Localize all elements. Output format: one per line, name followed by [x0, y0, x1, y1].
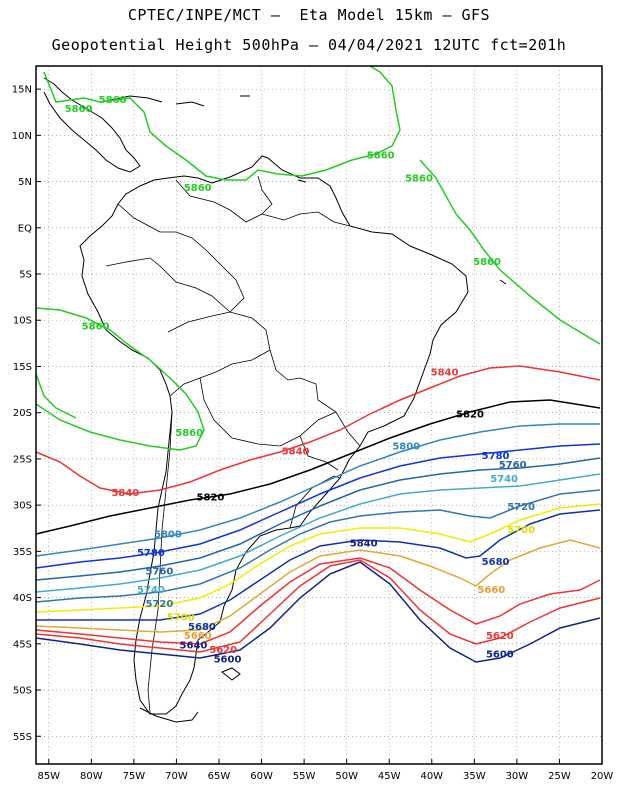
contour-label-5840: 5840: [282, 446, 310, 457]
contour-label-5860: 5860: [184, 183, 212, 194]
lat-tick-label: 55S: [13, 732, 32, 743]
lon-tick-label: 50W: [335, 771, 358, 782]
contour-5760: [35, 457, 601, 581]
lat-tick-label: 10N: [12, 131, 32, 142]
contour-5700: [35, 503, 601, 613]
lon-tick-label: 75W: [123, 771, 146, 782]
lon-tick-label: 40W: [420, 771, 443, 782]
longitude-ticks: 85W 80W 75W 70W 65W 60W 55W 50W 45W 40W 35W 30W 25W 2…: [37, 759, 613, 782]
map-title-line2: Geopotential Height 500hPa – 04/04/2021 …: [51, 36, 567, 54]
contour-label-5660: 5660: [477, 585, 505, 596]
lon-tick-label: 30W: [506, 771, 529, 782]
contour-label-5740: 5740: [490, 474, 518, 485]
lat-tick-label: EQ: [18, 223, 32, 234]
latitude-ticks: 15N 10N 5N EQ 5S 10S 15S 20S 25S 30S 35S 40S 45S 50S 5…: [12, 85, 41, 743]
country-borders: [105, 175, 361, 713]
contour-labels: 5860 5860 5860 5860 5860 5860 5860 5860 5840 5840…: [65, 95, 535, 665]
contour-5660: [35, 539, 601, 633]
lon-tick-label: 80W: [80, 771, 103, 782]
lon-tick-label: 20W: [591, 771, 614, 782]
contour-5840: [35, 365, 601, 495]
lon-tick-label: 35W: [463, 771, 486, 782]
caribbean-islands: [109, 95, 507, 285]
lat-tick-label: 30S: [13, 501, 32, 512]
contour-5720: [35, 489, 601, 603]
lat-lon-grid: [36, 66, 603, 764]
contour-label-5860: 5860: [99, 95, 127, 106]
contour-label-5860: 5860: [175, 428, 203, 439]
lat-tick-label: 50S: [13, 686, 32, 697]
contour-5860-north: [43, 65, 401, 181]
contour-label-5700: 5700: [507, 525, 535, 536]
contour-label-5840: 5840: [111, 488, 139, 499]
lon-tick-label: 55W: [293, 771, 316, 782]
coastline: [43, 77, 507, 723]
contour-label-5680: 5680: [188, 622, 216, 633]
lat-tick-label: 5N: [18, 177, 32, 188]
contour-5620: [35, 559, 601, 653]
contour-label-5820: 5820: [197, 493, 225, 504]
lat-tick-label: 5S: [19, 270, 32, 281]
tierra-del-fuego: [139, 707, 199, 723]
contour-label-5620: 5620: [486, 631, 514, 642]
contour-label-5860: 5860: [82, 321, 110, 332]
lat-tick-label: 10S: [13, 316, 32, 327]
contour-label-5620: 5620: [209, 645, 237, 656]
contour-5820: [35, 399, 601, 535]
contour-label-5800: 5800: [392, 442, 420, 453]
contour-label-5600: 5600: [214, 654, 242, 665]
south-america-coast: [79, 155, 469, 715]
lat-tick-label: 15N: [12, 85, 32, 96]
contour-label-5860: 5860: [473, 257, 501, 268]
lat-tick-label: 25S: [13, 454, 32, 465]
lat-tick-label: 35S: [13, 547, 32, 558]
map-title-line1: CPTEC/INPE/MCT – Eta Model 15km – GFS: [127, 6, 491, 24]
contour-label-5760: 5760: [499, 460, 527, 471]
contour-label-5720: 5720: [145, 599, 173, 610]
contour-label-5860: 5860: [367, 150, 395, 161]
contour-label-5860: 5860: [405, 174, 433, 185]
height-contours: [35, 65, 601, 663]
contour-5600: [35, 561, 601, 663]
central-america-coast: [43, 77, 141, 173]
lon-tick-label: 45W: [378, 771, 401, 782]
lat-tick-label: 20S: [13, 408, 32, 419]
contour-label-5800: 5800: [154, 529, 182, 540]
lon-tick-label: 85W: [37, 771, 60, 782]
contour-label-5660: 5660: [184, 631, 212, 642]
contour-label-5640: 5640: [180, 640, 208, 651]
contour-5680: [36, 509, 601, 621]
lat-tick-label: 45S: [13, 639, 32, 650]
contour-label-5720: 5720: [507, 502, 535, 513]
contour-5860-west: [35, 373, 77, 419]
contour-label-5700: 5700: [167, 613, 195, 624]
falkland-islands: [221, 667, 241, 681]
contour-label-5820: 5820: [456, 409, 484, 420]
lon-tick-label: 25W: [548, 771, 571, 782]
contour-5740: [35, 473, 601, 593]
lat-tick-label: 15S: [13, 362, 32, 373]
lon-tick-label: 65W: [208, 771, 231, 782]
contour-label-5600: 5600: [486, 650, 514, 661]
contour-5800: [35, 423, 600, 557]
contour-5860-atlantic: [419, 159, 601, 345]
contour-label-5780: 5780: [137, 548, 165, 559]
lon-tick-label: 60W: [250, 771, 273, 782]
contour-label-5680: 5680: [482, 557, 510, 568]
contour-label-5740: 5740: [137, 585, 165, 596]
contour-5780: [35, 443, 601, 569]
contour-label-5780: 5780: [482, 451, 510, 462]
contour-5640: [35, 557, 601, 645]
contour-5860-pacific: [35, 307, 205, 451]
contour-label-5860: 5860: [65, 104, 93, 115]
lon-tick-label: 70W: [165, 771, 188, 782]
lat-tick-label: 40S: [13, 593, 32, 604]
contour-label-5840: 5840: [350, 539, 378, 550]
contour-label-5840: 5840: [431, 368, 459, 379]
contour-label-5760: 5760: [145, 566, 173, 577]
map-frame: [35, 65, 603, 765]
